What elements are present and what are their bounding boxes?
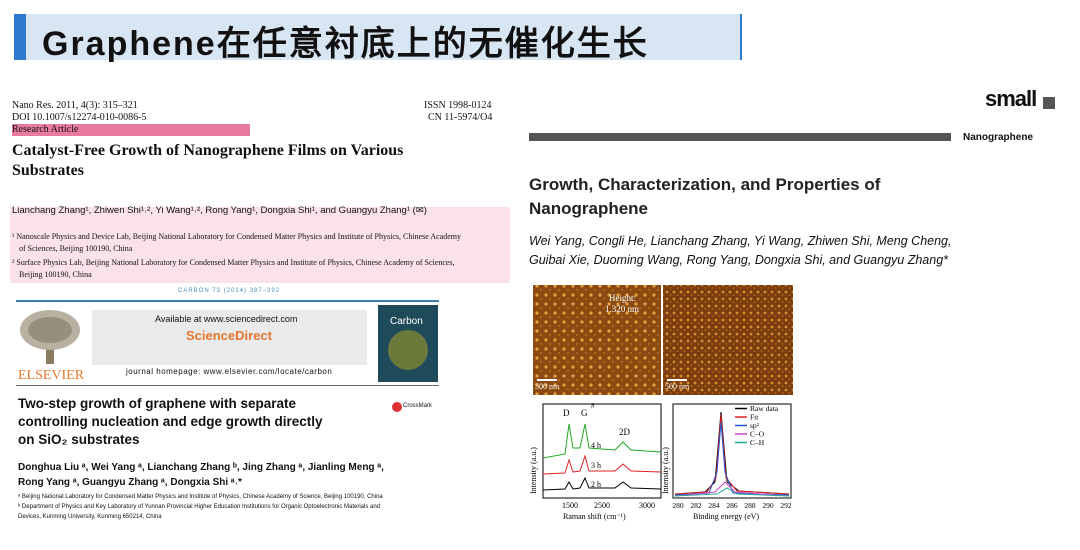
highlight: [10, 207, 510, 283]
spectrum: [674, 414, 790, 495]
x-tick-label: 282: [690, 501, 702, 510]
rule: [529, 133, 951, 141]
affiliation: of Sciences, Beijing 100190, China: [19, 244, 133, 253]
x-tick-label: 1500: [562, 501, 578, 510]
paper-title: Growth, Characterization, and Properties…: [529, 175, 881, 194]
paper-title: Substrates: [12, 162, 85, 179]
figure: Height: 1.320 nm 500 nm 500 nm D G 2D # …: [529, 285, 793, 521]
afm-image: [533, 285, 661, 395]
journal: small: [985, 86, 1037, 111]
authors: Guibai Xie, Duoming Wang, Rong Yang, Don…: [529, 253, 949, 267]
afm-image: [663, 285, 793, 395]
title-accent: [14, 14, 26, 60]
x-tick-label: 2500: [594, 501, 610, 510]
legend-label: sp²: [750, 421, 760, 430]
peak-label: G: [581, 408, 588, 418]
afm-label: Height:: [609, 293, 636, 303]
peak-label: 2D: [619, 427, 631, 437]
time-label: 3 h: [591, 461, 601, 470]
cover-title: Carbon: [390, 316, 423, 327]
time-label: 2 h: [591, 480, 601, 489]
scale-label: 500 nm: [535, 382, 560, 391]
crossmark-icon: [392, 402, 402, 412]
legend-label: Raw data: [750, 404, 779, 413]
x-tick-label: 280: [672, 501, 684, 510]
homepage: journal homepage: www.elsevier.com/locat…: [126, 367, 333, 376]
spectrum: [674, 421, 790, 496]
affiliation: ¹ Nanoscale Physics and Device Lab, Beij…: [12, 232, 461, 241]
doi: DOI 10.1007/s12274-010-0086-5: [12, 112, 147, 123]
affiliation: Beijing 100190, China: [19, 270, 92, 279]
spectrum: [542, 476, 662, 491]
legend-label: C–O: [750, 430, 765, 439]
affiliation: ᵃ Beijing National Laboratory for Conden…: [18, 494, 383, 500]
elsevier-tree: [20, 310, 80, 364]
x-tick-label: 3000: [639, 501, 655, 510]
x-axis-label: Binding energy (eV): [693, 512, 759, 521]
rule: [16, 300, 439, 302]
x-tick-label: 284: [708, 501, 720, 510]
spectrum: [674, 411, 790, 495]
authors: Wei Yang, Congli He, Lianchang Zhang, Yi…: [529, 234, 952, 248]
y-axis-label: Intensity (a.u.): [529, 447, 538, 494]
issn: ISSN 1998-0124: [424, 100, 492, 111]
paper-title: controlling nucleation and edge growth d…: [18, 414, 323, 429]
plot-frame: [542, 403, 662, 499]
article-type: Research Article: [12, 124, 250, 136]
spectrum: [674, 481, 790, 497]
x-tick-label: 290: [762, 501, 774, 510]
spectrum: [674, 487, 790, 497]
citation: CARBON 73 (2014) 387–392: [178, 288, 281, 294]
affiliation: ᵇ Department of Physics and Key Laborato…: [18, 504, 381, 510]
authors: Donghua Liu ᵃ, Wei Yang ᵃ, Lianchang Zha…: [18, 462, 384, 473]
spectrum: [542, 454, 662, 475]
spectrum: [542, 423, 662, 459]
brand: ScienceDirect: [186, 328, 272, 343]
banner: [92, 310, 367, 365]
available: Available at www.sciencedirect.com: [155, 314, 298, 324]
marker: #: [591, 402, 595, 410]
x-tick-label: 292: [780, 501, 792, 510]
journal-logo: [1043, 97, 1055, 109]
title-bar: [14, 14, 740, 60]
affiliation: ² Surface Physics Lab, Beijing National …: [12, 258, 455, 267]
rule: [16, 385, 439, 386]
x-tick-label: 286: [726, 501, 738, 510]
cn: CN 11-5974/O4: [428, 112, 493, 123]
paper-title: Catalyst-Free Growth of Nanographene Fil…: [12, 142, 404, 159]
time-label: 4 h: [591, 441, 601, 450]
title-accent: [740, 14, 742, 60]
cover-image: [388, 330, 428, 370]
legend-label: C–H: [750, 438, 765, 447]
authors: Lianchang Zhang¹, Zhiwen Shi¹˒², Yi Wang…: [12, 205, 427, 216]
authors: Rong Yang ᵃ, Guangyu Zhang ᵃ, Dongxia Sh…: [18, 477, 242, 488]
peak-label: D: [563, 408, 570, 418]
affiliation: Devices, Kunming University, Kunming 650…: [18, 514, 162, 520]
x-axis-label: Raman shift (cm⁻¹): [563, 512, 626, 521]
paper-title: Two-step growth of graphene with separat…: [18, 396, 297, 411]
legend-label: Fit: [750, 413, 759, 422]
plot-frame: [672, 403, 792, 499]
x-tick-label: 288: [744, 501, 756, 510]
y-axis-label: Intensity (a.u.): [661, 447, 670, 494]
scale-label: 500 nm: [665, 382, 690, 391]
paper-title: Nanographene: [529, 199, 649, 218]
journal-line: Nano Res. 2011, 4(3): 315–321: [12, 100, 138, 111]
section: Nanographene: [963, 132, 1034, 143]
publisher: ELSEVIER: [18, 368, 85, 383]
afm-label: 1.320 nm: [605, 304, 639, 314]
paper-title: on SiO₂ substrates: [18, 432, 140, 447]
crossmark: CrossMark: [403, 403, 433, 409]
slide-title: Graphene在任意衬底上的无催化生长: [42, 25, 649, 63]
